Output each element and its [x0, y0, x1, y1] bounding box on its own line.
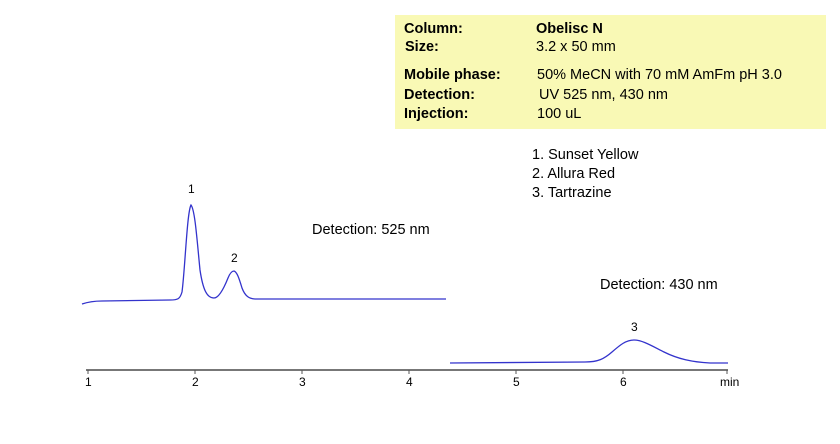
mobile-phase-label: Mobile phase:: [404, 67, 501, 83]
tick-label-4: 4: [406, 375, 413, 389]
size-label: Size:: [405, 39, 439, 55]
detection-430-label: Detection: 430 nm: [600, 277, 718, 293]
tick-label-1: 1: [85, 375, 92, 389]
peak-label-2: 2: [231, 251, 238, 265]
peak-label-1: 1: [188, 182, 195, 196]
compound-legend: 1. Sunset Yellow 2. Allura Red 3. Tartra…: [532, 146, 638, 203]
column-label: Column:: [404, 21, 463, 37]
tick-label-3: 3: [299, 375, 306, 389]
tick-label-5: 5: [513, 375, 520, 389]
injection-value: 100 uL: [537, 106, 582, 122]
legend-item-3: 3. Tartrazine: [532, 185, 612, 201]
detection-525-label: Detection: 525 nm: [312, 222, 430, 238]
x-axis-ticks: [87, 370, 728, 374]
detection-label: Detection:: [404, 87, 475, 103]
size-value: 3.2 x 50 mm: [536, 39, 616, 55]
legend-item-1: 1. Sunset Yellow: [532, 147, 639, 163]
injection-label: Injection:: [404, 106, 469, 122]
peak-label-3: 3: [631, 320, 638, 334]
tick-label-2: 2: [192, 375, 199, 389]
mobile-phase-value: 50% MeCN with 70 mM AmFm pH 3.0: [537, 67, 782, 83]
x-axis-unit: min: [720, 375, 740, 389]
detection-value: UV 525 nm, 430 nm: [539, 87, 668, 103]
trace-430nm: [449, 339, 728, 364]
conditions-box: Column: Obelisc N Size: 3.2 x 50 mm Mobi…: [395, 15, 826, 129]
column-value: Obelisc N: [536, 21, 603, 37]
tick-label-6: 6: [620, 375, 627, 389]
legend-item-2: 2. Allura Red: [532, 166, 616, 182]
trace-525nm: [81, 203, 446, 305]
